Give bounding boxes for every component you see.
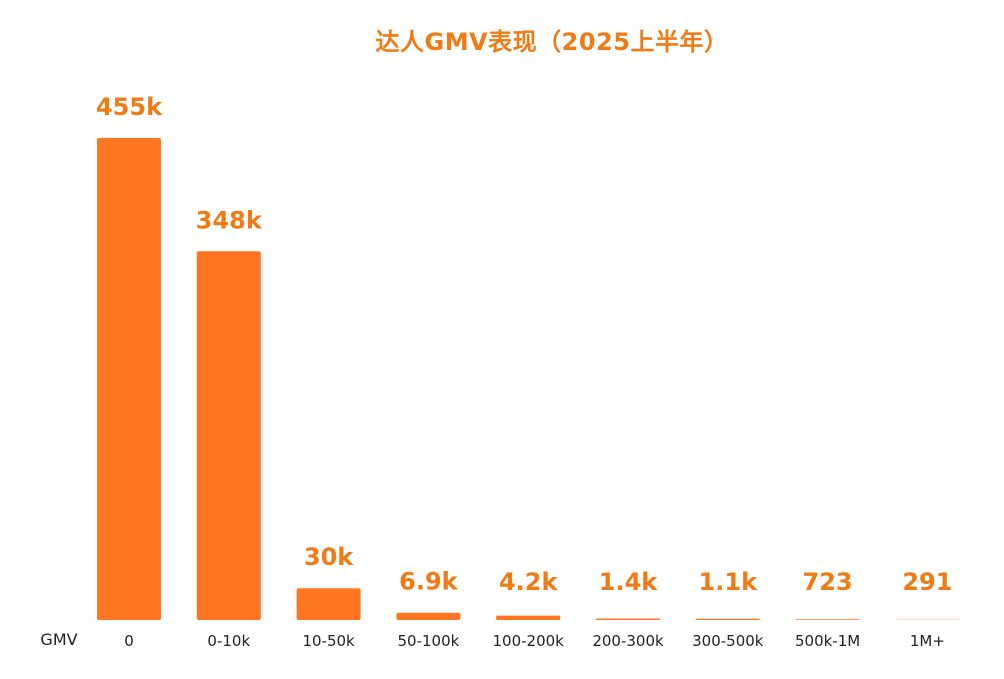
value-label-200-300k: 1.4k: [599, 568, 659, 596]
value-label-500k-1M: 723: [803, 568, 853, 596]
x-tick-label: 500k-1M: [795, 632, 860, 650]
x-tick-label: 100-200k: [493, 632, 565, 650]
x-tick-label: 0: [124, 632, 134, 650]
x-tick-label: 0-10k: [207, 632, 250, 650]
x-axis-label: GMV: [40, 630, 77, 649]
value-label-50-100k: 6.9k: [399, 568, 459, 596]
x-axis-ticks: 0 0-10k 10-50k 50-100k 100-200k 200-300k 300-5…: [124, 632, 945, 650]
chart-title: 达人GMV表现（2025上半年）: [375, 28, 729, 56]
bar-200-300k: [596, 618, 660, 620]
bar-300-500k: [695, 618, 760, 620]
x-tick-label: 200-300k: [592, 632, 664, 650]
x-tick-label: 1M+: [910, 632, 945, 650]
x-tick-label: 300-500k: [692, 632, 764, 650]
bar-500k-1M: [795, 619, 860, 620]
value-label-10-50k: 30k: [304, 543, 354, 571]
bar-100-200k: [496, 615, 561, 621]
bar-0: [97, 138, 161, 620]
value-label-0: 455k: [96, 93, 163, 121]
x-tick-label: 50-100k: [397, 632, 459, 650]
value-labels: 455k 348k 30k 6.9k 4.2k 1.4k 1.1k 723 291: [96, 93, 952, 596]
bar-series: [97, 138, 960, 621]
value-label-300-500k: 1.1k: [699, 568, 759, 596]
value-label-1M+: 291: [902, 568, 952, 596]
bar-50-100k: [396, 612, 461, 621]
bar-0-10k: [196, 251, 261, 620]
bar-10-50k: [296, 588, 361, 620]
value-label-100-200k: 4.2k: [499, 568, 559, 596]
value-label-0-10k: 348k: [196, 206, 263, 234]
x-tick-label: 10-50k: [302, 632, 355, 650]
